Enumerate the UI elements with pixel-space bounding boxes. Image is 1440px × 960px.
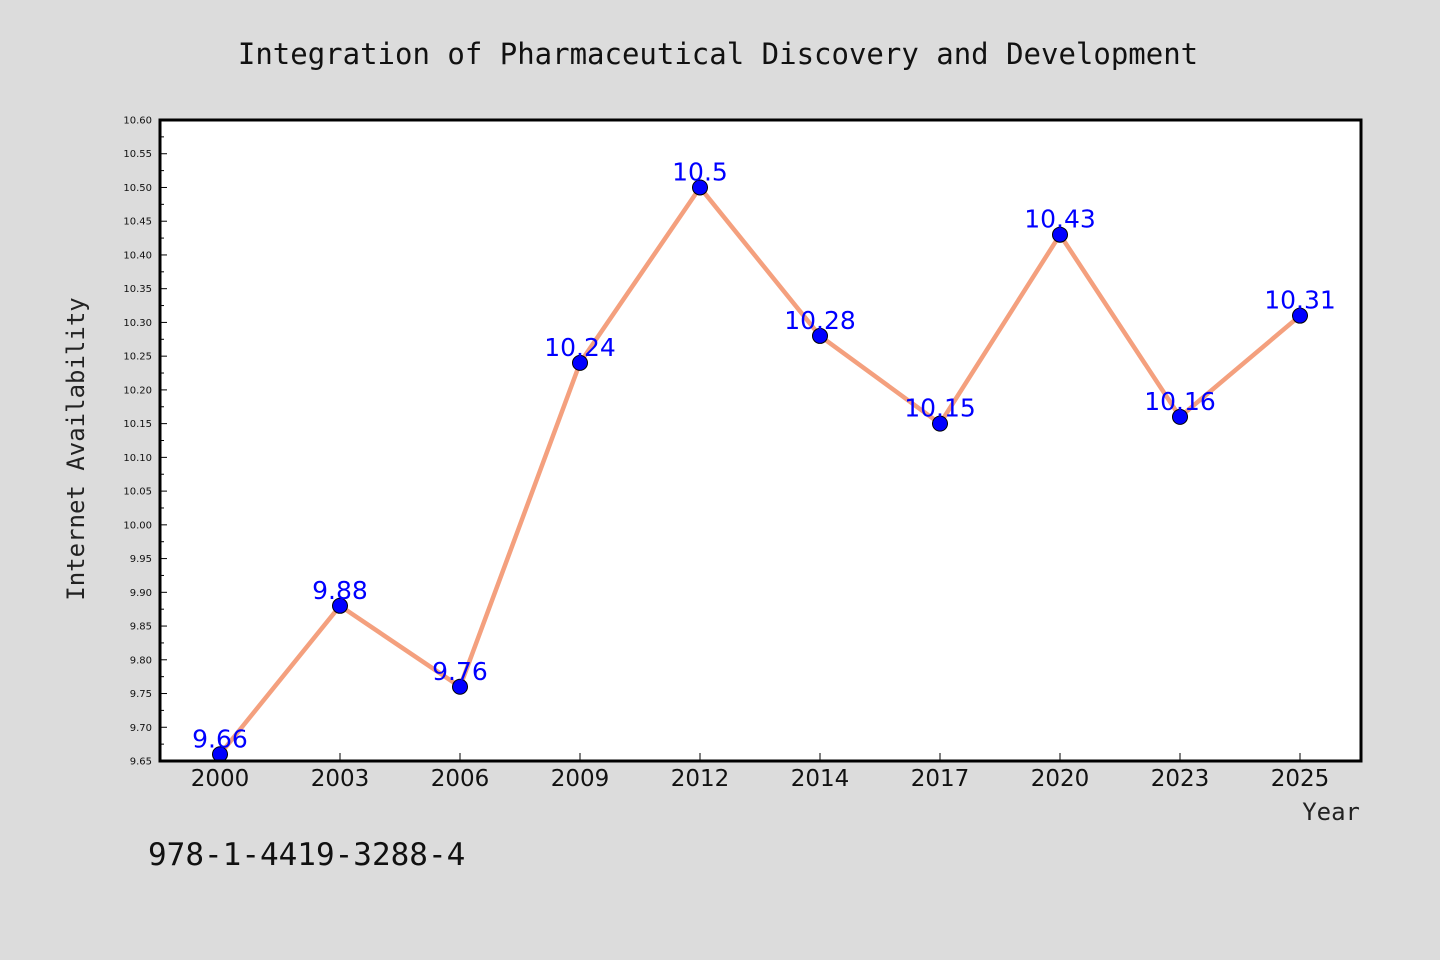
x-tick-label: 2003: [311, 766, 370, 792]
y-tick-label: 10.50: [123, 183, 152, 194]
data-label: 9.66: [192, 724, 248, 753]
y-tick-label: 10.35: [123, 284, 152, 295]
data-label: 9.88: [312, 576, 368, 605]
y-tick-label: 9.75: [130, 689, 152, 700]
footer-isbn: 978-1-4419-3288-4: [148, 837, 465, 873]
data-label: 10.16: [1144, 387, 1216, 416]
x-tick-label: 2023: [1151, 766, 1210, 792]
y-tick-label: 10.30: [123, 318, 152, 329]
data-label: 10.15: [904, 394, 976, 423]
y-tick-label: 9.80: [130, 655, 152, 666]
x-tick-label: 2006: [431, 766, 490, 792]
y-tick-label: 10.15: [123, 419, 152, 430]
plot-background: [160, 120, 1361, 761]
x-tick-label: 2000: [191, 766, 250, 792]
y-tick-label: 10.05: [123, 487, 152, 498]
y-tick-label: 10.00: [123, 520, 152, 531]
y-tick-label: 9.65: [130, 757, 152, 768]
data-label: 10.5: [672, 157, 728, 186]
y-tick-label: 10.25: [123, 352, 152, 363]
data-point-marker: [332, 597, 348, 614]
y-tick-label: 9.70: [130, 723, 152, 734]
data-point-marker: [932, 415, 948, 432]
data-point-marker: [572, 354, 588, 371]
x-tick-label: 2012: [671, 766, 730, 792]
plot-frame: [158, 118, 1363, 763]
x-axis-label: Year: [1302, 798, 1360, 826]
data-point-marker: [692, 179, 708, 196]
y-tick-label: 10.20: [123, 385, 152, 396]
data-point-marker: [1172, 408, 1188, 425]
y-tick-label: 10.45: [123, 217, 152, 228]
x-tick-label: 2014: [791, 766, 850, 792]
y-tick-label: 9.95: [130, 554, 152, 565]
data-label: 10.28: [784, 306, 856, 335]
y-tick-label: 10.10: [123, 453, 152, 464]
data-point-marker: [452, 678, 468, 695]
x-tick-label: 2009: [551, 766, 610, 792]
data-label: 9.76: [432, 657, 488, 686]
data-point-marker: [1052, 226, 1068, 243]
x-tick-label: 2020: [1031, 766, 1090, 792]
y-tick-label: 9.85: [130, 622, 152, 633]
y-tick-label: 9.90: [130, 588, 152, 599]
plot-area: 9.65 9.70 9.75 9.80 9.85 9.90 9.95 10.00 10.05 10…: [123, 116, 1363, 792]
x-tick-label: 2017: [911, 766, 970, 792]
y-axis-label: Internet Availability: [62, 297, 90, 600]
data-label: 10.24: [544, 333, 616, 362]
y-tick-label: 10.60: [123, 116, 152, 127]
y-tick-label: 10.40: [123, 250, 152, 261]
data-point-marker: [1292, 307, 1308, 324]
chart-title: Integration of Pharmaceutical Discovery …: [238, 37, 1198, 71]
data-label: 10.43: [1024, 205, 1096, 234]
data-label: 10.31: [1264, 286, 1336, 315]
x-tick-label: 2025: [1271, 766, 1330, 792]
y-tick-label: 10.55: [123, 149, 152, 160]
data-point-marker: [812, 327, 828, 344]
series-line: [217, 185, 1303, 757]
